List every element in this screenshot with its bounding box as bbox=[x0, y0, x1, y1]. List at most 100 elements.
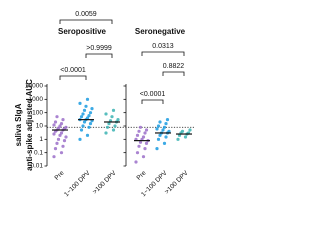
data-point bbox=[59, 131, 64, 135]
data-point bbox=[55, 115, 59, 119]
data-point bbox=[107, 122, 111, 126]
y-axis-label: saliva SIgA bbox=[14, 103, 23, 146]
data-point bbox=[82, 108, 87, 112]
data-point bbox=[158, 120, 162, 124]
data-point bbox=[85, 116, 90, 120]
data-point bbox=[85, 133, 90, 137]
data-point bbox=[183, 135, 188, 139]
data-point bbox=[165, 118, 170, 122]
data-point bbox=[59, 151, 64, 155]
x-tick-label: Pre bbox=[54, 169, 66, 181]
p-value: 0.0313 bbox=[152, 43, 174, 50]
data-point bbox=[64, 135, 68, 139]
data-point bbox=[52, 132, 56, 136]
data-point bbox=[87, 125, 91, 129]
data-point bbox=[111, 128, 116, 132]
data-point bbox=[62, 139, 67, 143]
bracket bbox=[141, 99, 164, 104]
y-tick-label: 0.1 bbox=[34, 149, 43, 156]
x-tick-label: Pre bbox=[136, 169, 148, 181]
bracket bbox=[59, 75, 87, 80]
data-point bbox=[78, 137, 82, 141]
data-point bbox=[137, 129, 141, 133]
data-point bbox=[137, 144, 141, 148]
data-point bbox=[188, 128, 192, 132]
data-point bbox=[144, 128, 149, 132]
panel-title: Seropositive bbox=[58, 27, 107, 36]
data-point bbox=[156, 124, 161, 128]
data-point bbox=[180, 129, 185, 133]
data-point bbox=[134, 160, 138, 164]
bracket bbox=[59, 19, 113, 24]
bracket bbox=[85, 53, 113, 58]
data-point bbox=[85, 97, 90, 101]
data-point bbox=[58, 124, 62, 128]
data-point bbox=[56, 137, 61, 141]
data-point bbox=[81, 124, 85, 128]
y-tick-label: 1 bbox=[39, 136, 43, 143]
data-point bbox=[167, 129, 171, 133]
data-point bbox=[161, 128, 165, 132]
data-point bbox=[135, 151, 140, 155]
y-tick-label: 10000 bbox=[25, 83, 43, 90]
y-tick-label: 1000 bbox=[29, 96, 44, 103]
data-point bbox=[52, 155, 56, 159]
data-point bbox=[155, 147, 159, 151]
p-value: 0.8822 bbox=[163, 63, 185, 70]
data-point bbox=[105, 125, 110, 129]
data-point bbox=[156, 137, 161, 141]
data-point bbox=[58, 133, 62, 137]
data-point bbox=[104, 131, 108, 135]
data-point bbox=[59, 122, 64, 126]
data-point bbox=[116, 118, 120, 122]
data-point bbox=[141, 135, 146, 139]
data-point bbox=[111, 108, 116, 112]
data-point bbox=[79, 115, 84, 119]
p-value: <0.0001 bbox=[60, 67, 86, 74]
data-point bbox=[135, 133, 140, 137]
data-point bbox=[64, 125, 68, 129]
data-point bbox=[81, 112, 85, 116]
data-point bbox=[90, 107, 94, 111]
y-tick-label: 0.01 bbox=[30, 163, 43, 170]
x-tick-label: >100 DPV bbox=[92, 169, 118, 195]
data-point bbox=[82, 120, 87, 124]
data-point bbox=[88, 122, 93, 126]
data-point bbox=[164, 135, 168, 139]
data-point bbox=[143, 147, 147, 151]
data-point bbox=[138, 140, 143, 144]
data-point bbox=[79, 128, 84, 132]
y-tick-label: 100 bbox=[32, 109, 43, 116]
data-point bbox=[61, 118, 65, 122]
p-value: >0.9999 bbox=[86, 45, 112, 52]
data-point bbox=[138, 125, 143, 129]
data-point bbox=[104, 112, 108, 116]
data-point bbox=[53, 120, 58, 124]
data-point bbox=[52, 123, 56, 127]
data-point bbox=[143, 131, 147, 135]
data-point bbox=[55, 141, 59, 145]
data-point bbox=[176, 137, 180, 141]
y-axis-label: anti-spike adjusted AUC bbox=[25, 79, 34, 171]
data-point bbox=[78, 101, 82, 105]
p-value: 0.0059 bbox=[75, 11, 97, 18]
chart: saliva SIgA anti-spike adjusted AUC 0.01… bbox=[14, 11, 194, 198]
bracket bbox=[162, 71, 185, 76]
data-point bbox=[158, 133, 162, 137]
data-point bbox=[162, 125, 167, 129]
data-point bbox=[110, 115, 114, 119]
data-point bbox=[84, 104, 88, 108]
data-point bbox=[61, 144, 65, 148]
data-point bbox=[162, 141, 167, 145]
data-point bbox=[144, 141, 149, 145]
data-point bbox=[164, 122, 168, 126]
bracket bbox=[141, 51, 185, 56]
data-point bbox=[53, 147, 58, 151]
p-value: <0.0001 bbox=[140, 91, 166, 98]
y-tick-label: 10 bbox=[36, 123, 44, 130]
x-tick-label: 1~100 DPV bbox=[63, 169, 92, 198]
data-point bbox=[155, 127, 159, 131]
data-point bbox=[113, 124, 117, 128]
data-point bbox=[87, 114, 91, 118]
data-point bbox=[88, 111, 93, 115]
